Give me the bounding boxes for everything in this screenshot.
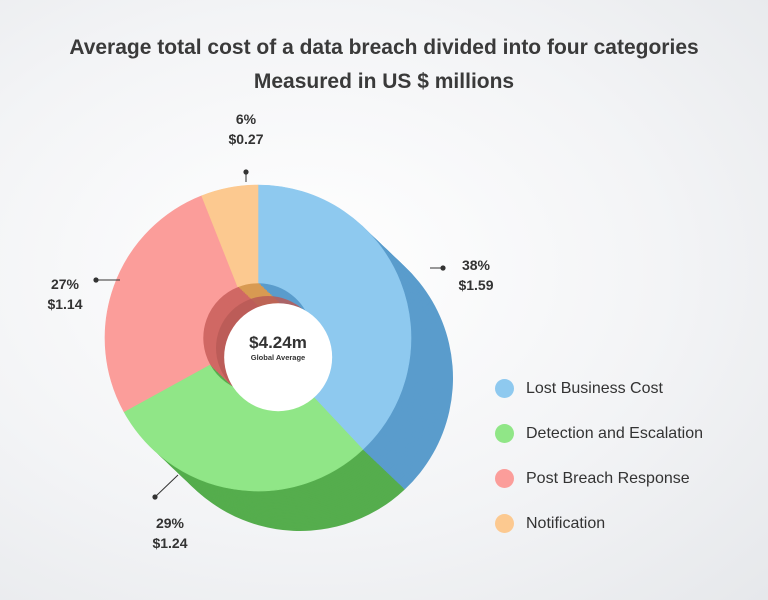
data-label-percent: 6% bbox=[236, 111, 257, 127]
leader-dot bbox=[243, 169, 249, 175]
data-label: 6% $0.27 bbox=[228, 111, 264, 182]
slice-notification bbox=[201, 184, 259, 288]
leader-dot bbox=[93, 277, 99, 283]
legend-item: Post Breach Response bbox=[495, 456, 755, 501]
legend-swatch bbox=[495, 514, 514, 533]
data-label: 29% $1.24 bbox=[152, 474, 188, 551]
chart-subtitle: Measured in US $ millions bbox=[253, 70, 515, 93]
data-label: 27% $1.14 bbox=[47, 276, 120, 312]
legend-label: Lost Business Cost bbox=[526, 379, 663, 397]
slice-post-breach-response bbox=[104, 195, 239, 413]
legend-item: Detection and Escalation bbox=[495, 411, 755, 456]
data-label-value: $1.59 bbox=[458, 277, 493, 293]
leader-line bbox=[154, 474, 179, 498]
donut-hole-layer bbox=[216, 296, 333, 412]
legend-swatch bbox=[495, 424, 514, 443]
slice-lost-business-cost bbox=[257, 184, 412, 450]
data-label-value: $1.24 bbox=[152, 535, 187, 551]
data-label-percent: 27% bbox=[51, 276, 80, 292]
data-label: 38% $1.59 bbox=[430, 257, 494, 293]
center-total-caption: Global Average bbox=[251, 353, 305, 362]
leader-dot bbox=[152, 494, 158, 500]
center-total-value: $4.24m bbox=[249, 333, 307, 352]
data-label-percent: 38% bbox=[462, 257, 491, 273]
legend-item: Lost Business Cost bbox=[495, 366, 755, 411]
data-label-value: $1.14 bbox=[47, 296, 82, 312]
legend-swatch bbox=[495, 379, 514, 398]
legend-swatch bbox=[495, 469, 514, 488]
data-label-percent: 29% bbox=[156, 515, 185, 531]
legend-label: Detection and Escalation bbox=[526, 424, 703, 442]
legend-label: Notification bbox=[526, 514, 606, 532]
chart-title: Average total cost of a data breach divi… bbox=[69, 36, 699, 59]
legend: Lost Business Cost Detection and Escalat… bbox=[495, 366, 755, 546]
legend-label: Post Breach Response bbox=[526, 469, 690, 487]
data-label-layer: 38% $1.59 29% $1.24 27% $1.14 6% $0.27 bbox=[47, 111, 493, 551]
legend-item: Notification bbox=[495, 501, 755, 546]
donut-hole bbox=[224, 303, 333, 412]
data-label-value: $0.27 bbox=[228, 131, 263, 147]
leader-dot bbox=[440, 265, 446, 271]
